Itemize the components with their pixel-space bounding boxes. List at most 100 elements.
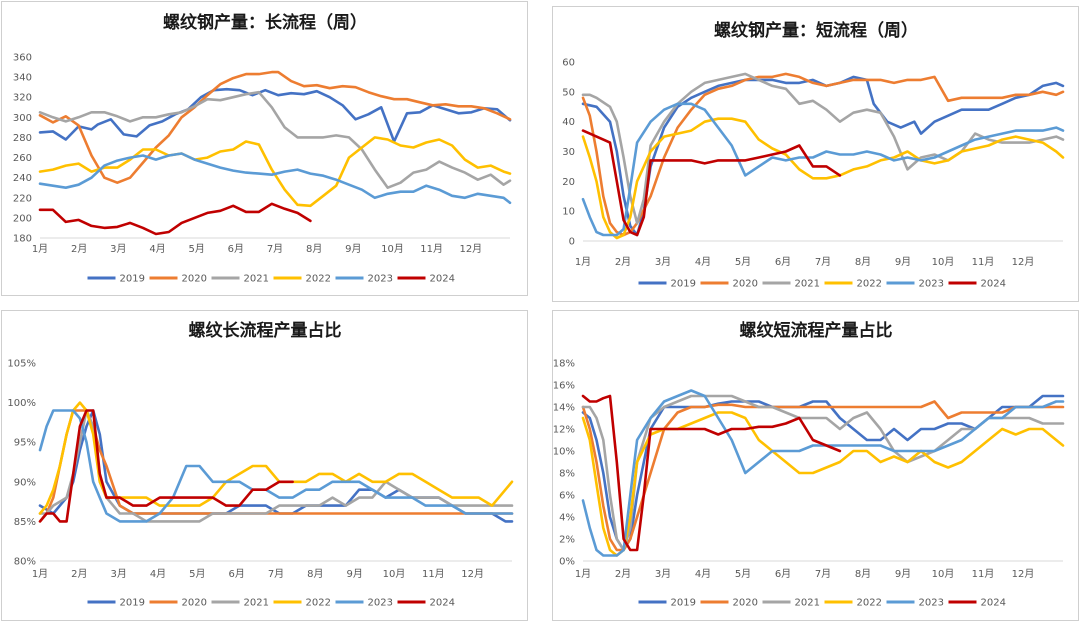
series-line-2019 [38,87,512,143]
x-tick-label: 9月 [895,256,911,268]
y-tick-label: 12% [553,425,575,436]
x-tick-label: 11月 [420,243,443,255]
legend-label: 2022 [857,598,882,609]
x-tick-label: 4月 [695,568,711,580]
x-tick-label: 10月 [932,568,955,580]
legend-item-2024: 2024 [948,279,1006,290]
y-tick-label: 10 [562,207,575,218]
y-tick-label: 360 [13,53,32,64]
series-line-2022 [38,136,512,208]
x-tick-label: 1月 [32,568,48,580]
chart-panel-long-process-output: 螺纹钢产量：长流程（周） 180 200 220 240 260 280 300 320 340… [1,1,528,296]
y-tick-label: 30 [562,147,575,158]
x-tick-label: 5月 [189,568,205,580]
y-tick-label: 95% [14,438,36,449]
y-tick-label: 200 [13,213,32,224]
series-line-2021 [38,90,512,189]
legend-item-2023: 2023 [335,274,393,285]
x-tick-label: 8月 [306,243,322,255]
series-line-2024 [38,409,294,523]
legend-item-2022: 2022 [273,274,331,285]
x-tick-label: 12月 [461,568,484,580]
x-tick-label: 9月 [345,243,361,255]
series-line-2021 [38,409,514,523]
x-tick-label: 10月 [381,243,404,255]
y-tick-label: 340 [13,73,32,84]
x-tick-label: 8月 [855,256,871,268]
x-tick-label: 7月 [815,256,831,268]
y-tick-label: 100% [7,398,36,409]
y-tick-label: 0 [569,237,575,248]
y-tick-label: 20 [562,177,575,188]
x-tick-label: 11月 [972,568,995,580]
legend-item-2022: 2022 [824,598,882,609]
y-tick-label: 2% [559,535,575,546]
legend-label: 2019 [671,598,696,609]
legend-item-2021: 2021 [762,279,820,290]
legend-label: 2021 [795,279,820,290]
legend-label: 2024 [430,598,455,609]
legend-label: 2019 [120,598,145,609]
legend-label: 2020 [733,598,758,609]
series-line-2020 [581,72,1065,237]
legend-item-2023: 2023 [335,598,393,609]
x-tick-label: 4月 [149,243,165,255]
legend-label: 2021 [795,598,820,609]
legend-label: 2023 [368,274,393,285]
x-tick-label: 6月 [228,243,244,255]
chart-panel-short-process-share: 螺纹短流程产量占比 0% 2% 4% 6% 8% 10% 12% 14% 16% 18% 1月 2月 3… [552,310,1079,621]
x-tick-label: 8月 [855,568,871,580]
legend-label: 2023 [368,598,393,609]
y-tick-label: 320 [13,93,32,104]
legend-item-2024: 2024 [397,598,455,609]
x-tick-label: 3月 [655,568,671,580]
x-tick-label: 12月 [459,243,482,255]
y-tick-label: 260 [13,153,32,164]
legend-label: 2022 [857,279,882,290]
x-tick-label: 1月 [32,243,48,255]
legend-item-2020: 2020 [700,279,758,290]
chart-panel-short-process-output: 螺纹钢产量：短流程（周） 0 10 20 30 40 50 60 1月 2月 3月 4月 5月 6月 7月… [552,6,1079,302]
legend-item-2021: 2021 [211,598,269,609]
series-line-2022 [581,117,1065,240]
x-tick-label: 5月 [735,256,751,268]
chart-svg: 螺纹短流程产量占比 0% 2% 4% 6% 8% 10% 12% 14% 16% 18% 1月 2月 3… [553,320,1065,609]
x-tick-label: 7月 [815,568,831,580]
series-line-2023 [38,409,514,523]
y-tick-label: 18% [553,359,575,370]
series-line-2024 [581,394,842,552]
series-line-2022 [581,411,1065,557]
legend-label: 2021 [244,598,269,609]
legend-label: 2023 [919,279,944,290]
x-tick-label: 3月 [655,256,671,268]
legend-label: 2020 [182,274,207,285]
y-tick-label: 10% [553,447,575,458]
x-tick-label: 6月 [228,568,244,580]
x-tick-label: 10月 [932,256,955,268]
y-tick-label: 0% [559,557,575,568]
x-tick-label: 5月 [735,568,751,580]
x-tick-label: 12月 [1012,256,1035,268]
x-tick-label: 8月 [307,568,323,580]
legend-item-2019: 2019 [87,274,145,285]
x-tick-label: 10月 [383,568,406,580]
legend-label: 2020 [182,598,207,609]
y-tick-label: 50 [562,87,575,98]
y-tick-label: 280 [13,133,32,144]
series-line-2019 [581,75,1065,237]
legend-item-2022: 2022 [273,598,331,609]
y-tick-label: 6% [559,491,575,502]
legend-item-2024: 2024 [948,598,1006,609]
legend-item-2021: 2021 [762,598,820,609]
x-tick-label: 2月 [71,243,87,255]
series-line-2020 [581,400,1065,552]
x-tick-label: 2月 [615,256,631,268]
legend-label: 2022 [306,598,331,609]
legend-label: 2021 [244,274,269,285]
x-tick-label: 4月 [150,568,166,580]
y-tick-label: 240 [13,173,32,184]
y-tick-label: 40 [562,117,575,128]
y-tick-label: 14% [553,403,575,414]
y-tick-label: 80% [14,557,36,568]
series-line-2023 [581,102,1065,237]
